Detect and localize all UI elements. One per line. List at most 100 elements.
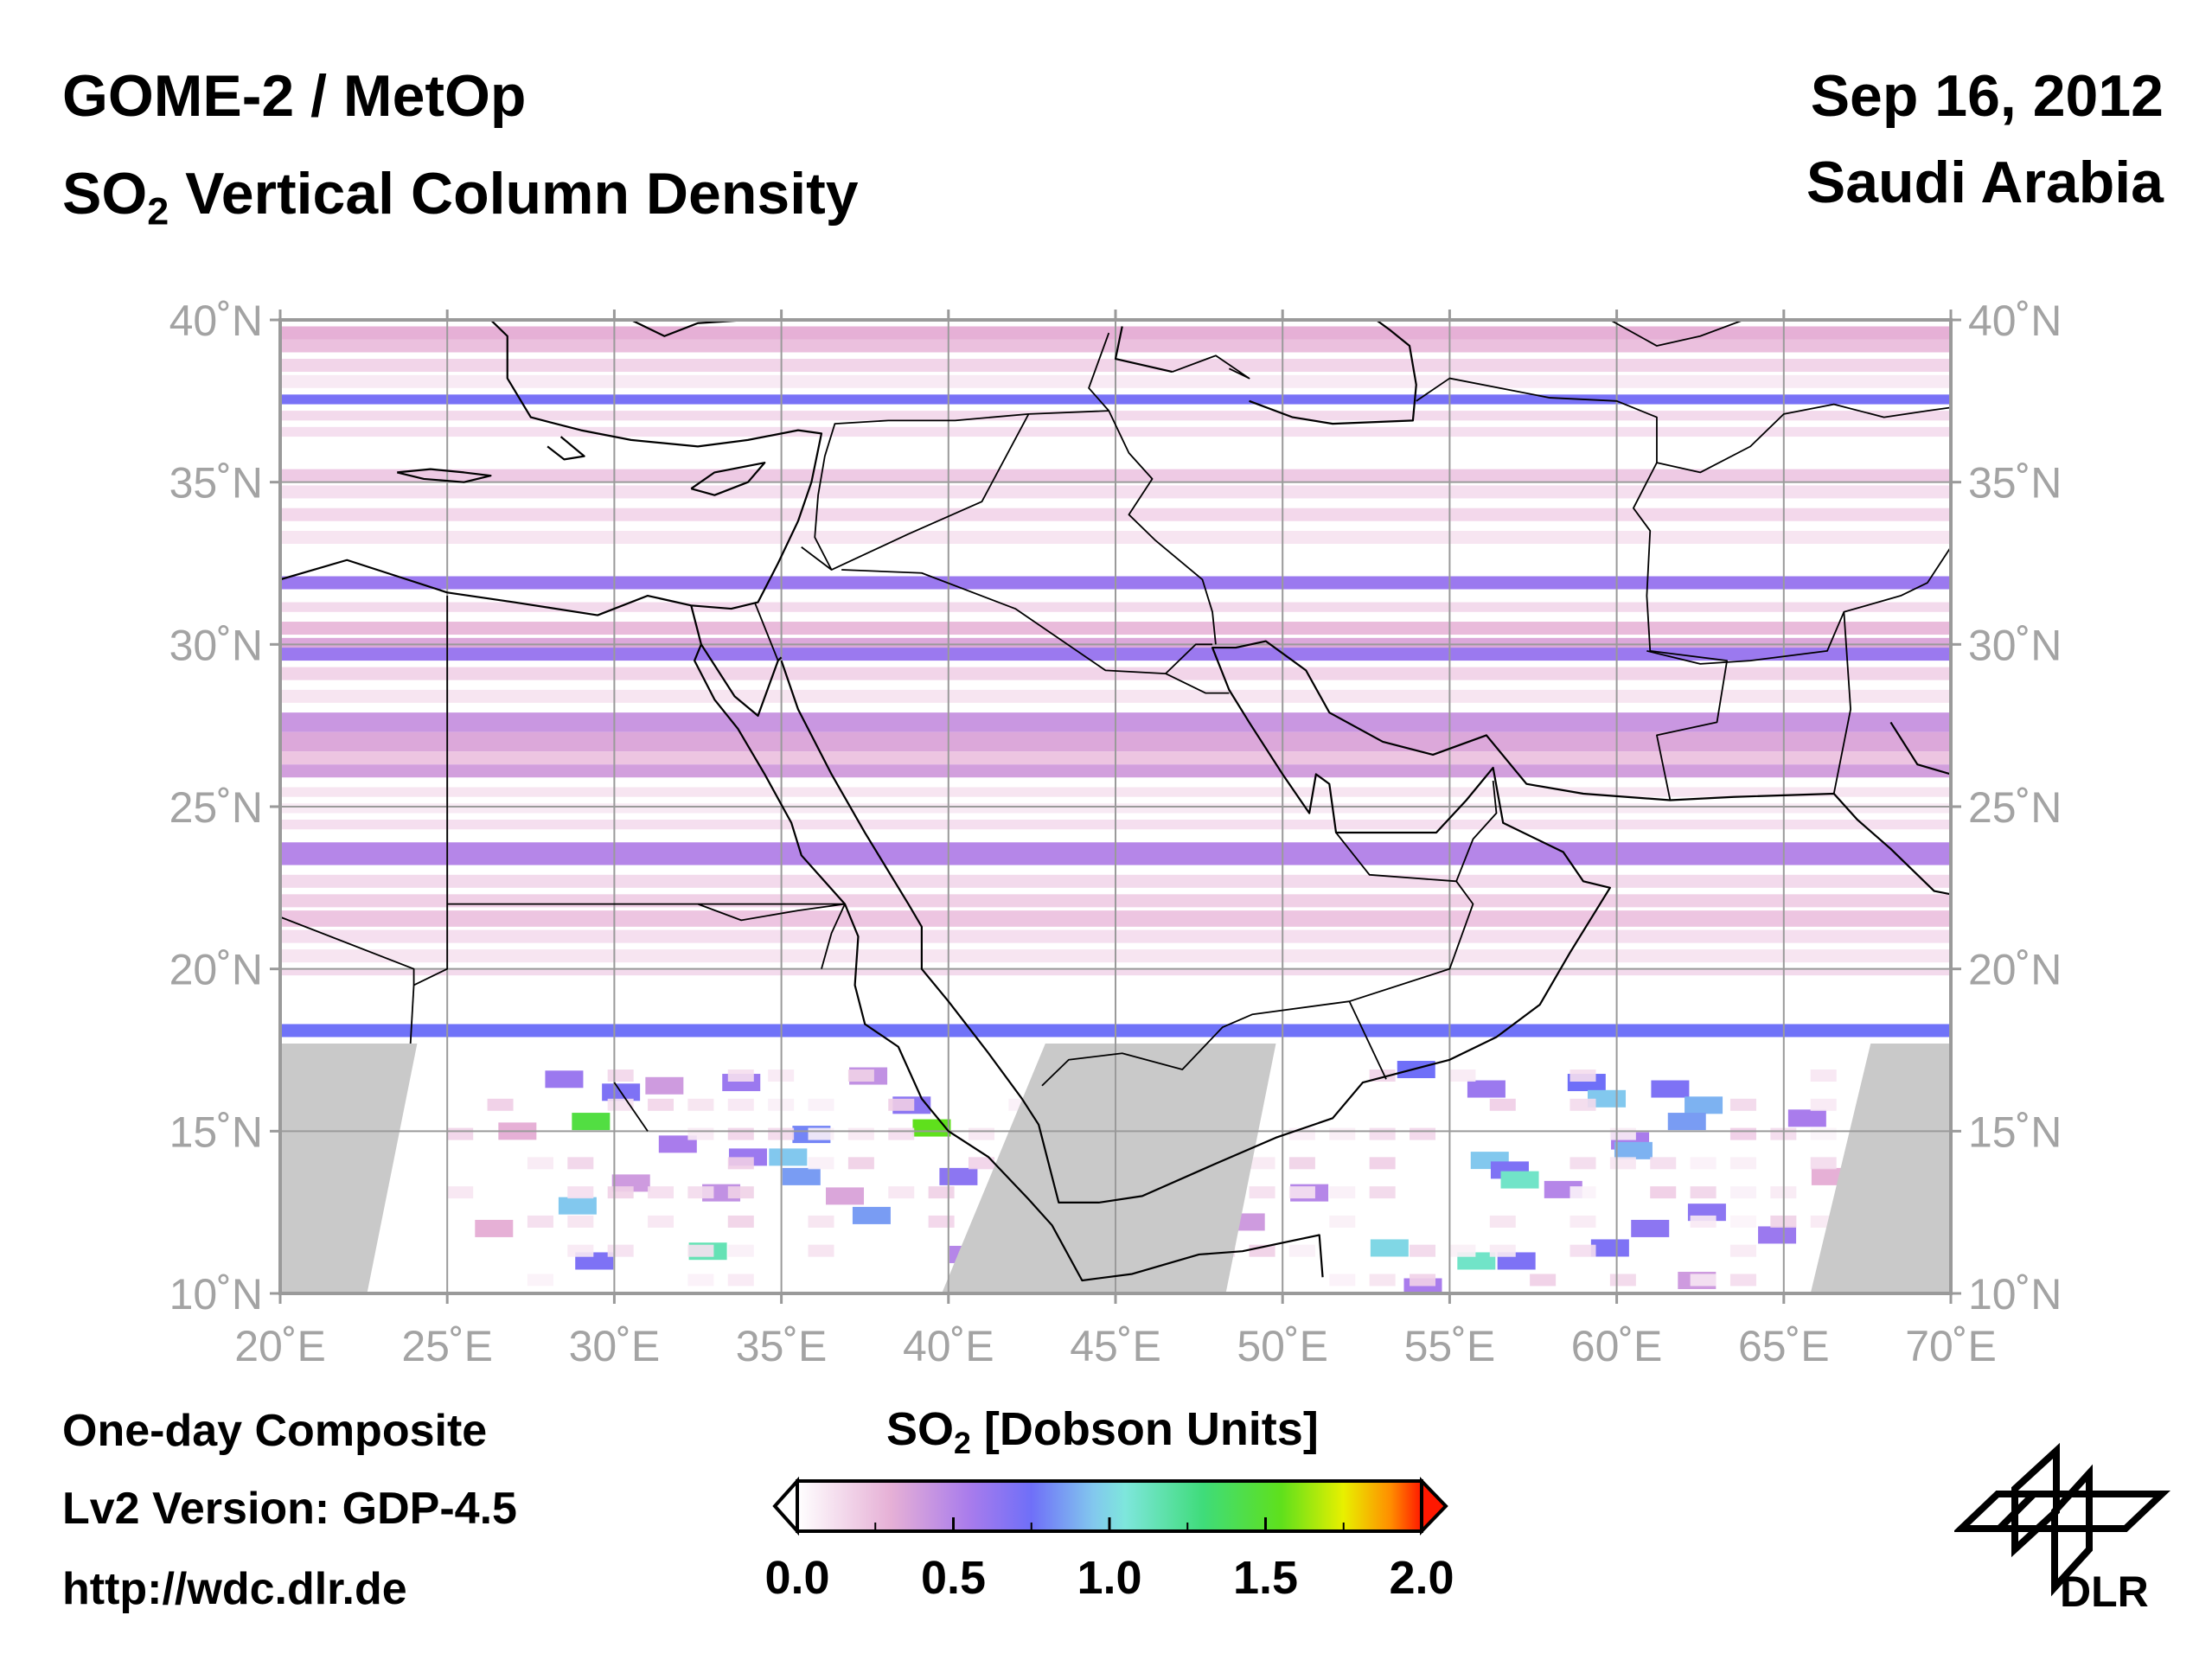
lon-label: 60˚E: [1571, 1322, 1663, 1370]
axis-ticks: [270, 310, 1961, 1304]
lat-label-left: 10˚N: [169, 1270, 263, 1318]
lat-label-right: 25˚N: [1968, 783, 2062, 832]
so2-pixel: [782, 1167, 821, 1185]
so2-pixel-faint: [1569, 1215, 1596, 1228]
so2-pixel-faint: [567, 1215, 594, 1228]
so2-pixel-faint: [1609, 1274, 1636, 1286]
so2-pixel-faint: [888, 1186, 915, 1199]
lon-label: 20˚E: [234, 1322, 326, 1370]
no-data-region: [280, 1043, 418, 1293]
so2-pixel-faint: [1449, 1069, 1476, 1082]
so2-pixel-faint: [1810, 1157, 1837, 1170]
so2-pixel-faint: [1530, 1274, 1557, 1286]
colorbar-under-arrow: [772, 1476, 799, 1536]
so2-pixel-faint: [1288, 1244, 1315, 1257]
colorbar-tick-label: 0.0: [764, 1552, 829, 1604]
lon-label: 50˚E: [1237, 1322, 1328, 1370]
lat-label-left: 15˚N: [169, 1108, 263, 1156]
so2-pixel-faint: [928, 1186, 955, 1199]
country-border: [1165, 643, 1213, 674]
so2-pixel: [572, 1113, 611, 1131]
so2-pixel-faint: [527, 1157, 553, 1170]
so2-pixel-faint: [1729, 1274, 1756, 1286]
country-border: [1832, 611, 1851, 795]
country-border: [841, 569, 1230, 694]
so2-pixel-faint: [968, 1127, 994, 1140]
so2-pixel-faint: [1410, 1244, 1436, 1257]
country-border: [1349, 880, 1474, 1003]
country-border: [1172, 354, 1250, 380]
colorbar-tick-label: 1.0: [1077, 1552, 1141, 1604]
so2-pixel: [1614, 1141, 1653, 1159]
so2-pixel-faint: [527, 1215, 553, 1228]
so2-pixel-faint: [1369, 1157, 1396, 1170]
lon-label: 55˚E: [1404, 1322, 1496, 1370]
so2-pixel-faint: [727, 1069, 754, 1082]
so2-pixel-faint: [727, 1098, 754, 1111]
so2-pixel-faint: [1489, 1098, 1516, 1111]
country-border: [613, 1082, 649, 1132]
country-border: [1108, 410, 1217, 645]
so2-pixel-faint: [727, 1186, 754, 1199]
so2-pixel-faint: [1729, 1244, 1756, 1257]
so2-pixel-faint: [727, 1274, 754, 1286]
so2-pixel-faint: [968, 1157, 994, 1170]
coastline: [690, 605, 1324, 1282]
lon-label: 40˚E: [903, 1322, 994, 1370]
so2-pixel-faint: [1569, 1098, 1596, 1111]
lat-label-left: 40˚N: [169, 297, 263, 345]
so2-pixel: [826, 1187, 865, 1205]
lat-label-right: 40˚N: [1968, 297, 2062, 345]
so2-pixel: [475, 1219, 514, 1237]
so2-pixel-faint: [648, 1186, 674, 1199]
map-layers: [280, 320, 1951, 1293]
so2-pixel-faint: [1288, 1157, 1315, 1170]
so2-pixel: [1467, 1080, 1506, 1098]
colorbar-title-prefix: SO: [886, 1403, 955, 1455]
so2-pixel-faint: [1369, 1186, 1396, 1199]
so2-pixel-faint: [727, 1127, 754, 1140]
so2-pixel: [1685, 1096, 1723, 1114]
no-data-region: [1810, 1043, 1951, 1293]
so2-pixel: [1500, 1171, 1539, 1189]
so2-pixel-faint: [447, 1186, 474, 1199]
lat-label-right: 30˚N: [1968, 621, 2062, 669]
so2-pixel-faint: [727, 1244, 754, 1257]
so2-pixel-faint: [1369, 1127, 1396, 1140]
so2-pixel-faint: [567, 1186, 594, 1199]
product-title-subscript: 2: [147, 188, 169, 233]
so2-pixel-faint: [847, 1069, 874, 1082]
country-border: [753, 602, 779, 661]
so2-pixel-faint: [808, 1215, 834, 1228]
so2-pixel-faint: [1729, 1157, 1756, 1170]
colorbar-title-subscript: 2: [954, 1425, 971, 1460]
product-title-suffix: Vertical Column Density: [169, 161, 859, 227]
colorbar-tick-label: 2.0: [1389, 1552, 1454, 1604]
so2-pixel-faint: [808, 1244, 834, 1257]
so2-pixel-faint: [1729, 1215, 1756, 1228]
country-border: [1416, 377, 1729, 801]
lat-label-right: 35˚N: [1968, 459, 2062, 508]
so2-pixel-faint: [1609, 1127, 1636, 1140]
so2-pixel-faint: [607, 1244, 634, 1257]
so2-pixel-faint: [1329, 1215, 1356, 1228]
so2-pixel-faint: [1569, 1157, 1596, 1170]
so2-pixel: [558, 1197, 597, 1215]
so2-pixel-faint: [1569, 1186, 1596, 1199]
so2-pixel-faint: [687, 1186, 714, 1199]
so2-pixel-faint: [808, 1157, 834, 1170]
so2-pixel-faint: [1569, 1069, 1596, 1082]
country-border: [1335, 780, 1498, 883]
so2-pixel: [1370, 1239, 1409, 1257]
so2-pixel: [1590, 1239, 1629, 1257]
composite-label: One-day Composite: [62, 1406, 488, 1456]
country-border: [801, 332, 1110, 571]
so2-pixel-faint: [1650, 1157, 1677, 1170]
so2-pixel-faint: [567, 1244, 594, 1257]
instrument-title: GOME-2 / MetOp: [62, 63, 527, 129]
so2-pixel-faint: [727, 1157, 754, 1170]
so2-pixel-faint: [808, 1098, 834, 1111]
so2-pixel-faint: [1690, 1186, 1717, 1199]
colorbar-title: SO2 [Dobson Units]: [886, 1402, 1319, 1461]
coastline: [280, 320, 823, 616]
